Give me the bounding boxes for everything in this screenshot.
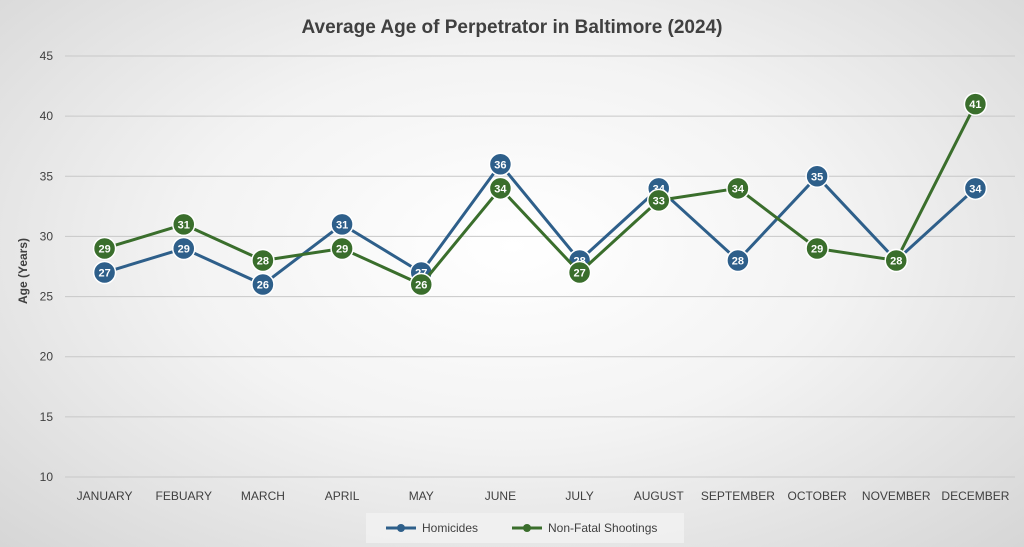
x-axis-ticks: JANUARY FEBUARY MARCH APRIL MAY JUNE JULY AUGUS…	[77, 489, 1010, 503]
legend: Homicides Non-Fatal Shootings	[366, 513, 684, 543]
y-axis-ticks: 10 15 20 25 30 35 40 45	[40, 49, 54, 484]
legend-marker	[397, 524, 405, 532]
data-label: 33	[653, 195, 665, 207]
data-label: 41	[969, 99, 981, 111]
y-axis-label: Age (Years)	[16, 238, 30, 304]
data-label: 28	[732, 255, 744, 267]
legend-marker	[523, 524, 531, 532]
y-tick-label: 40	[40, 109, 54, 123]
y-tick-label: 25	[40, 290, 54, 304]
series-homicides: 27 29 26 31 27 36 28 34 28 35 28 34	[94, 153, 987, 295]
x-tick-label: MARCH	[241, 489, 285, 503]
data-label: 28	[257, 255, 269, 267]
gridlines	[65, 56, 1015, 477]
x-tick-label: JANUARY	[77, 489, 133, 503]
chart-title: Average Age of Perpetrator in Baltimore …	[302, 17, 723, 38]
x-tick-label: SEPTEMBER	[701, 489, 775, 503]
data-label: 27	[98, 268, 110, 280]
legend-entry[interactable]: Non-Fatal Shootings	[548, 521, 657, 535]
legend-entry[interactable]: Homicides	[422, 521, 478, 535]
data-label: 29	[336, 243, 348, 255]
series-line-homicides	[105, 164, 976, 284]
chart-container: Average Age of Perpetrator in Baltimore …	[0, 0, 1024, 547]
y-tick-label: 15	[40, 410, 54, 424]
data-label: 26	[257, 280, 269, 292]
x-tick-label: NOVEMBER	[862, 489, 931, 503]
y-tick-label: 20	[40, 350, 54, 364]
data-label: 34	[969, 183, 982, 195]
y-tick-label: 35	[40, 169, 54, 183]
data-label: 34	[494, 183, 507, 195]
x-tick-label: APRIL	[325, 489, 360, 503]
data-label: 28	[890, 255, 902, 267]
y-tick-label: 30	[40, 229, 54, 243]
data-label: 29	[178, 243, 190, 255]
series-line-non-fatal-shootings	[105, 104, 976, 284]
x-tick-label: JULY	[565, 489, 593, 503]
line-chart: Average Age of Perpetrator in Baltimore …	[0, 0, 1024, 547]
data-label: 34	[732, 183, 745, 195]
data-label: 26	[415, 280, 427, 292]
x-tick-label: AUGUST	[634, 489, 685, 503]
data-label: 27	[573, 268, 585, 280]
data-label: 36	[494, 159, 506, 171]
data-label: 31	[178, 219, 190, 231]
x-tick-label: JUNE	[485, 489, 516, 503]
data-label: 31	[336, 219, 348, 231]
data-label: 35	[811, 171, 823, 183]
data-label: 29	[98, 243, 110, 255]
x-tick-label: FEBUARY	[156, 489, 212, 503]
y-tick-label: 45	[40, 49, 54, 63]
x-tick-label: MAY	[409, 489, 434, 503]
series-non-fatal-shootings: 29 31 28 29 26 34 27 33 34 29 28 41	[94, 93, 987, 295]
y-tick-label: 10	[40, 470, 54, 484]
x-tick-label: OCTOBER	[788, 489, 847, 503]
x-tick-label: DECEMBER	[941, 489, 1009, 503]
data-label: 29	[811, 243, 823, 255]
